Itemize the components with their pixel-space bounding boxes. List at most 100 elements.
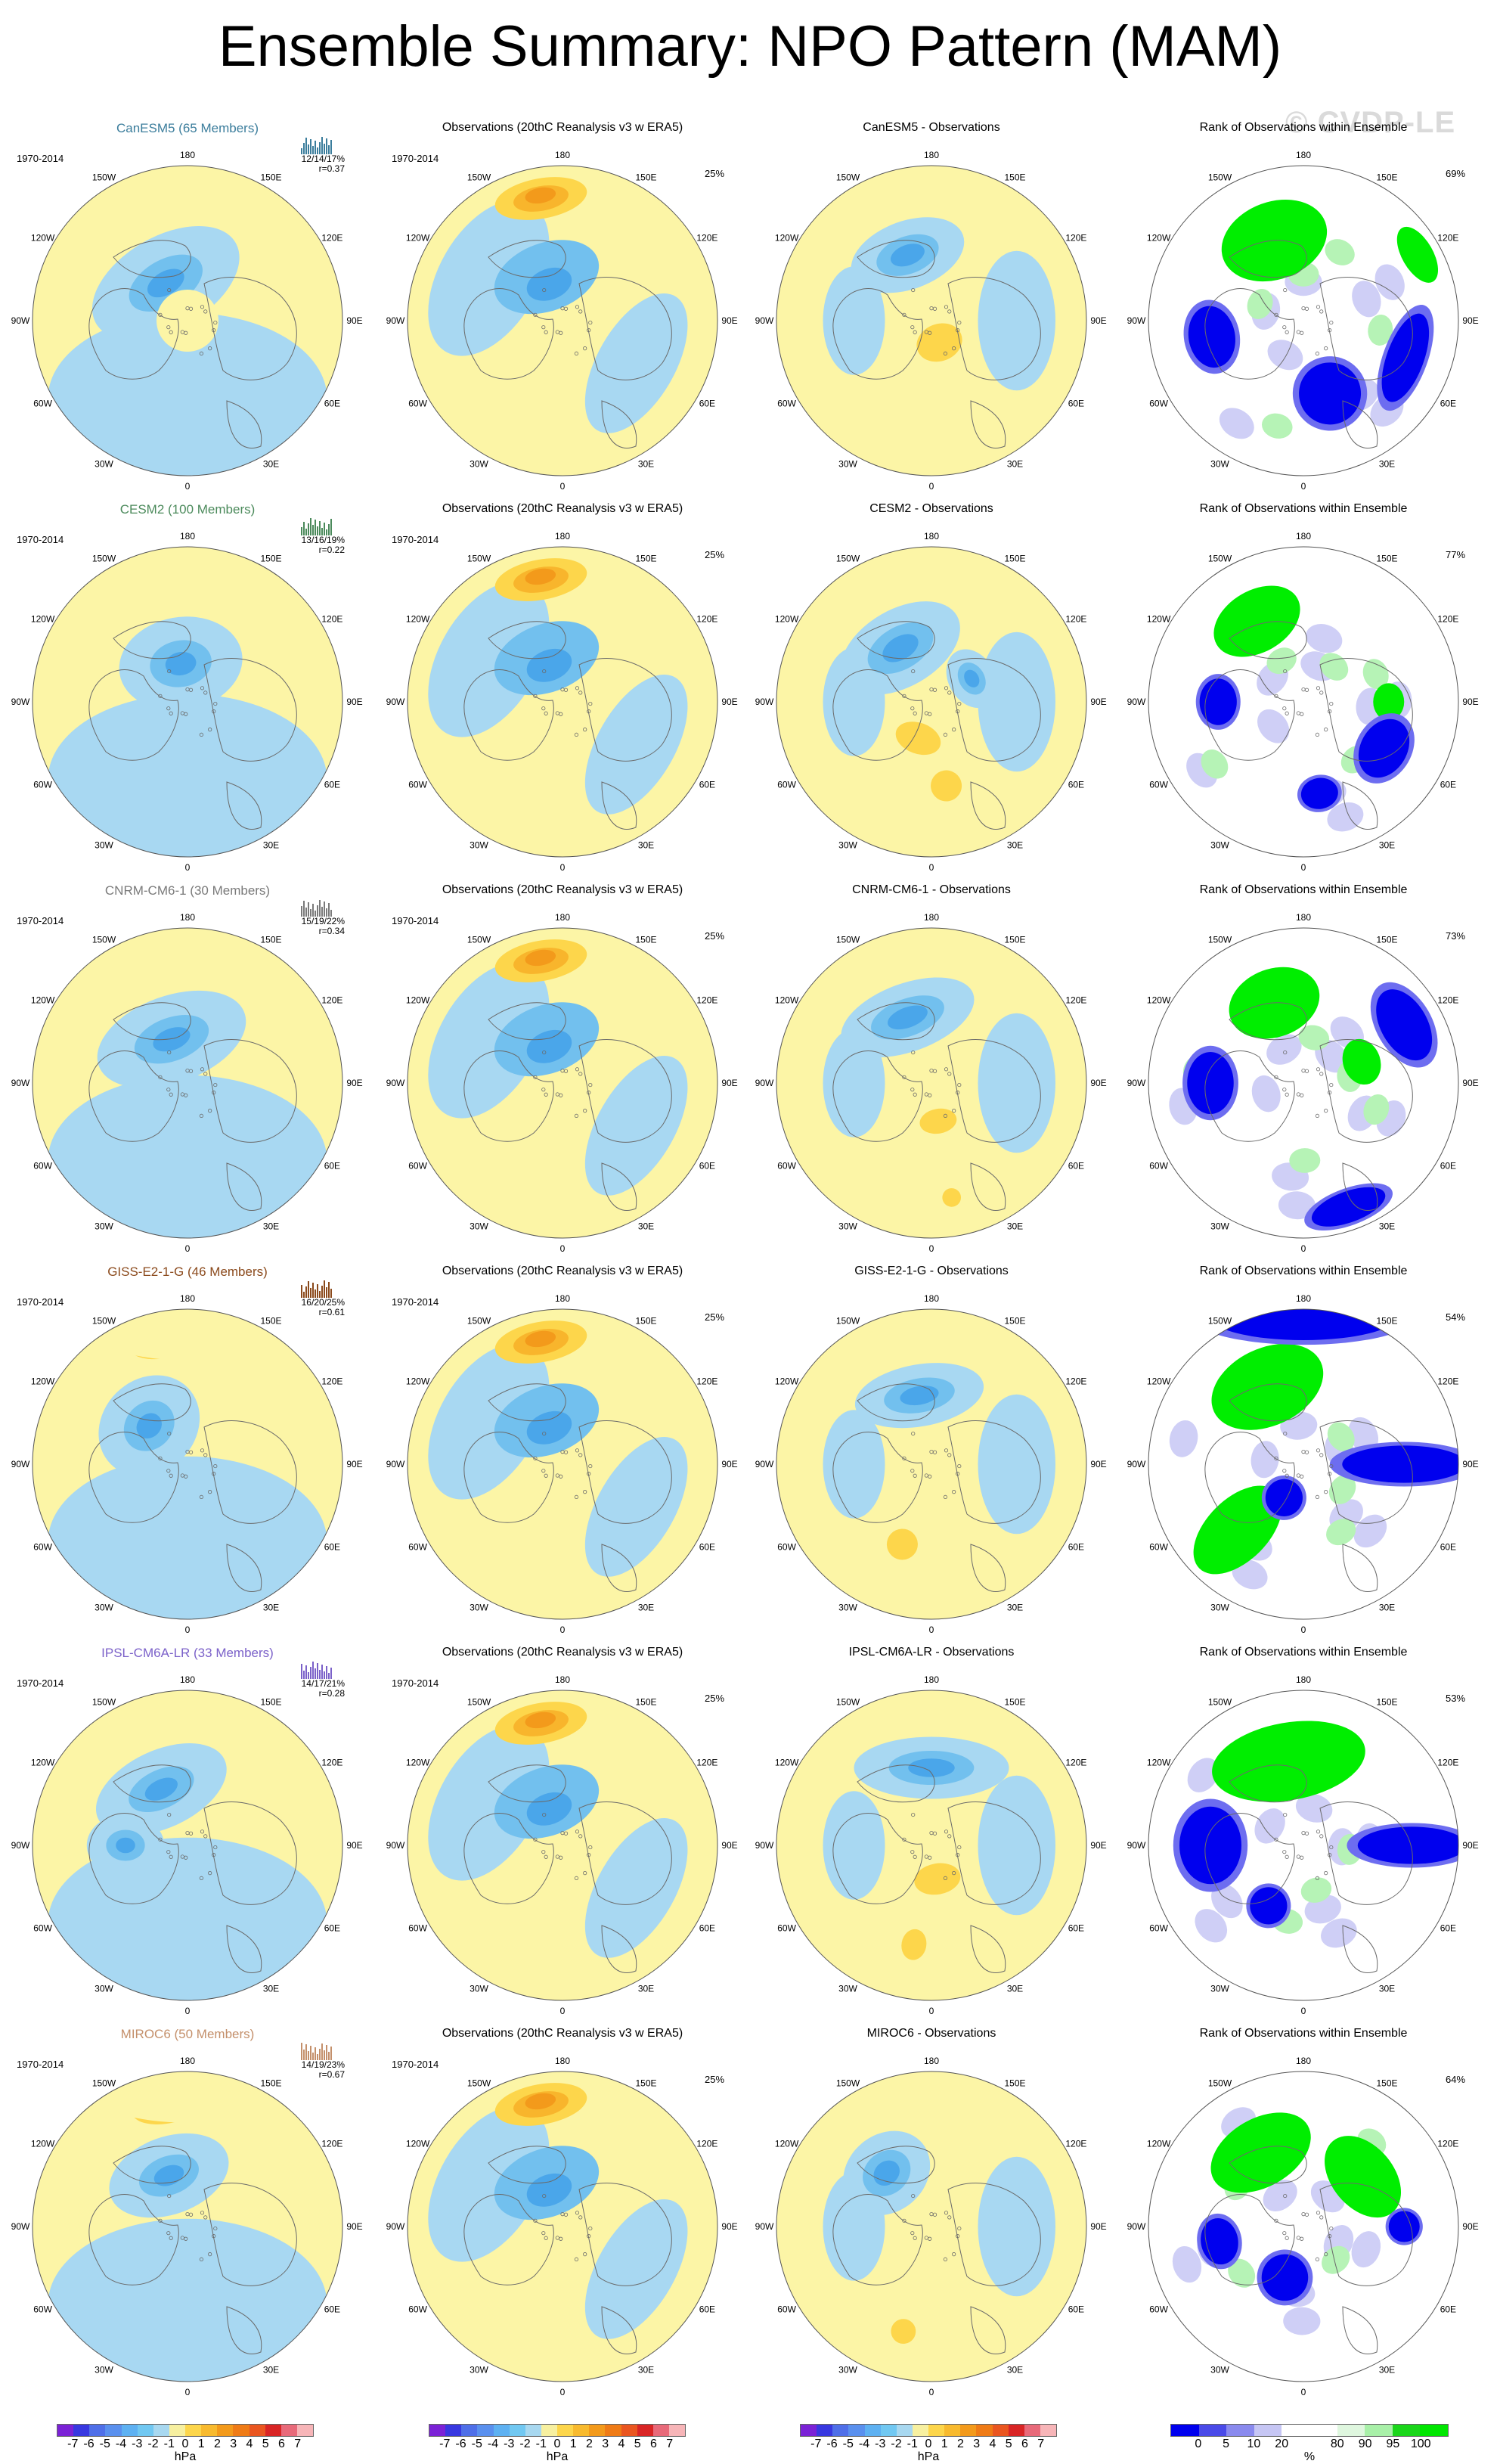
colorbar-cell xyxy=(832,2425,849,2436)
longitude-label: 150W xyxy=(1208,172,1232,182)
longitude-label: 60W xyxy=(408,1542,427,1553)
island xyxy=(952,1109,956,1113)
island xyxy=(169,1473,173,1478)
member-bar xyxy=(314,911,316,917)
island xyxy=(1319,690,1324,695)
positive-region xyxy=(931,770,962,802)
island xyxy=(902,694,907,698)
coastline xyxy=(203,1420,297,1524)
map-fill xyxy=(776,2071,1086,2382)
island xyxy=(578,1072,583,1076)
island xyxy=(1328,709,1332,714)
member-bar xyxy=(318,142,321,154)
island xyxy=(1316,686,1321,690)
longitude-label: 0 xyxy=(560,1625,566,1635)
longitude-label: 60W xyxy=(33,399,52,409)
longitude-label: 90W xyxy=(755,315,774,326)
rank-percent: 77% xyxy=(1446,549,1466,560)
coastline xyxy=(832,1432,923,1523)
colorbar-tick-label: 5 xyxy=(262,2438,269,2450)
colorbar-tick-label: -2 xyxy=(891,2438,902,2450)
longitude-label: 30W xyxy=(838,840,857,851)
island xyxy=(913,330,917,334)
colorbar-cell xyxy=(652,2425,669,2436)
rank-high-patch xyxy=(1262,413,1293,439)
longitude-label: 30E xyxy=(1007,1603,1023,1613)
colorbar-cell xyxy=(541,2425,557,2436)
coastline xyxy=(463,1813,554,1904)
island xyxy=(1283,1431,1288,1436)
longitude-label: 30E xyxy=(263,1603,279,1613)
negative-region xyxy=(526,1029,572,1063)
coastline xyxy=(601,1162,637,1211)
diff-map: 180 150E 120E 90E 60E 30E 0 30W 60W 90W 120W 150W xyxy=(755,1293,1107,1635)
negative-region xyxy=(964,669,980,687)
rank-green-region xyxy=(1193,1485,1282,1575)
colorbar-tick-label: -7 xyxy=(67,2438,79,2450)
rank-high-patch xyxy=(1266,647,1297,675)
coastline xyxy=(226,781,262,830)
member-bar xyxy=(318,1291,321,1298)
diff-panel: 180 150E 120E 90E 60E 30E 0 30W 60W 90W 120W 150W CE… xyxy=(744,502,1119,883)
longitude-label: 120W xyxy=(406,995,430,1006)
diff-map: 180 150E 120E 90E 60E 30E 0 30W 60W 90W 120W 150W xyxy=(755,150,1107,492)
coastline xyxy=(113,1383,191,1422)
island xyxy=(902,1075,907,1079)
island xyxy=(555,1473,559,1478)
coastline xyxy=(970,1162,1006,1211)
longitude-label: 90E xyxy=(346,1459,362,1469)
island xyxy=(1285,2236,1289,2240)
rank-high-patch xyxy=(1325,239,1355,265)
island xyxy=(910,1088,915,1092)
longitude-label: 0 xyxy=(560,2387,566,2397)
rank-map: 180 150E 120E 90E 60E 30E 0 30W 60W 90W 120W 150W xyxy=(1127,1674,1479,2016)
island xyxy=(911,1050,916,1055)
coastline xyxy=(947,1801,1041,1905)
member-bar xyxy=(327,1673,330,1679)
island xyxy=(944,686,949,690)
island xyxy=(542,1431,547,1436)
island xyxy=(1304,1450,1309,1454)
island xyxy=(203,1453,208,1457)
longitude-label: 60E xyxy=(324,780,340,790)
colorbar-cell xyxy=(265,2425,281,2436)
longitude-label: 150E xyxy=(260,172,281,182)
island xyxy=(199,351,204,356)
colorbar-cell xyxy=(976,2425,993,2436)
rank-low-patch xyxy=(1254,1808,1285,1844)
longitude-label: 30E xyxy=(1007,1984,1023,1994)
member-bar xyxy=(307,523,309,535)
map-boundary xyxy=(1148,546,1459,858)
variance-percent: 25% xyxy=(705,168,725,179)
colorbar-cell xyxy=(217,2425,234,2436)
page-title: Ensemble Summary: NPO Pattern (MAM) xyxy=(218,14,1282,79)
member-spread-bars xyxy=(287,1278,345,1298)
longitude-label: 0 xyxy=(929,481,934,492)
longitude-label: 0 xyxy=(560,862,566,873)
colorbar-tick-label: 6 xyxy=(1021,2438,1028,2450)
longitude-label: 0 xyxy=(560,481,566,492)
island xyxy=(952,2252,956,2257)
map-fill xyxy=(408,547,717,857)
member-bar xyxy=(314,520,316,535)
longitude-label: 60E xyxy=(699,780,715,790)
member-spread-bars xyxy=(287,2040,345,2060)
member-bar xyxy=(330,2047,332,2060)
island xyxy=(913,1854,917,1859)
rank-panel: 180 150E 120E 90E 60E 30E 0 30W 60W 90W 120W 150W Ra… xyxy=(1116,1265,1491,1646)
island xyxy=(578,1453,583,1457)
longitude-label: 60E xyxy=(1068,780,1084,790)
longitude-label: 30E xyxy=(263,459,279,470)
rank-green-region xyxy=(1210,2112,1311,2193)
longitude-label: 60W xyxy=(33,2304,52,2315)
island xyxy=(1282,1850,1287,1854)
negative-region xyxy=(584,293,688,433)
colorbar-tick-label: 1 xyxy=(941,2438,948,2450)
longitude-label: 180 xyxy=(555,1674,570,1685)
island xyxy=(1316,2211,1321,2215)
rank-blue-region xyxy=(1250,1887,1288,1925)
coastline xyxy=(1342,400,1378,448)
colorbar-ticks: 0 5 10 20 80 90 95 100 xyxy=(1170,2437,1449,2450)
coastline xyxy=(578,1420,672,1524)
colorbar-tick-label: 95 xyxy=(1386,2438,1400,2450)
